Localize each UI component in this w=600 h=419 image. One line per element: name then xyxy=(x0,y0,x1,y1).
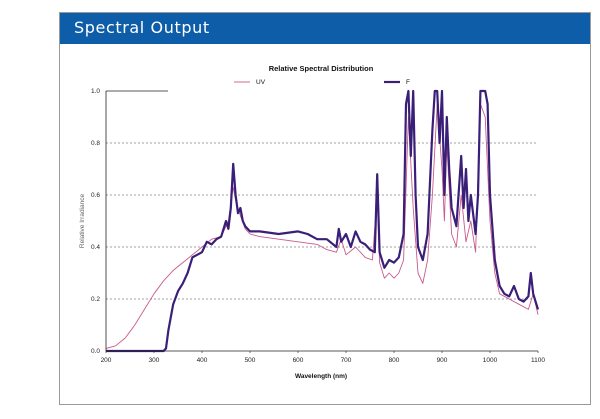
x-tick-label: 500 xyxy=(245,357,256,364)
chart-title: Relative Spectral Distribution xyxy=(269,64,374,73)
panel-header: Spectral Output xyxy=(60,13,590,44)
y-tick-label: 1.0 xyxy=(91,88,100,95)
legend-label-uv: UV xyxy=(256,79,266,86)
x-tick-label: 300 xyxy=(149,357,160,364)
x-tick-label: 400 xyxy=(197,357,208,364)
x-tick-label: 1000 xyxy=(483,357,498,364)
y-axis-label: Relative Irradiance xyxy=(79,194,86,249)
y-tick-label: 0.8 xyxy=(91,140,100,147)
y-tick-label: 0.6 xyxy=(91,192,100,199)
y-tick-label: 0.4 xyxy=(91,244,100,251)
panel-title: Spectral Output xyxy=(74,18,210,37)
y-tick-label: 0.2 xyxy=(91,296,100,303)
x-tick-label: 600 xyxy=(293,357,304,364)
x-tick-label: 1100 xyxy=(531,357,545,364)
series-line-f xyxy=(106,89,540,353)
x-tick-label: 200 xyxy=(101,357,112,364)
y-tick-label: 0.0 xyxy=(91,348,100,355)
legend-label-f: F xyxy=(406,79,410,86)
x-tick-label: 900 xyxy=(437,357,448,364)
spectral-output-panel: Spectral Output xyxy=(59,12,591,405)
x-axis-label: Wavelength (nm) xyxy=(295,373,347,380)
x-tick-label: 800 xyxy=(389,357,400,364)
x-tick-label: 700 xyxy=(341,357,352,364)
